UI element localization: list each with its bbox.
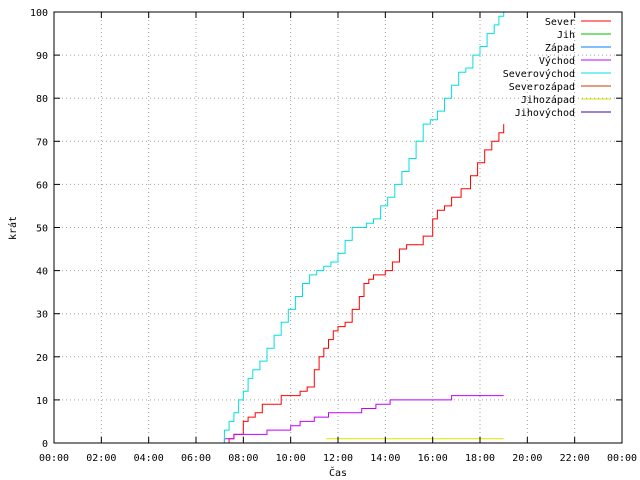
y-tick-label: 60 (36, 180, 48, 191)
y-tick-label: 90 (36, 51, 48, 62)
x-tick-label: 16:00 (418, 453, 448, 464)
legend-label: Jihozápad (521, 94, 575, 106)
legend-label: Východ (539, 55, 575, 67)
y-tick-label: 10 (36, 396, 48, 407)
x-tick-label: 20:00 (512, 453, 542, 464)
x-tick-label: 14:00 (370, 453, 400, 464)
x-tick-label: 02:00 (86, 453, 116, 464)
x-tick-label: 10:00 (276, 453, 306, 464)
y-tick-label: 20 (36, 353, 48, 364)
y-tick-label: 0 (42, 439, 48, 450)
legend-label: Severozápad (509, 81, 575, 93)
legend-label: Sever (545, 17, 575, 28)
legend-label: Severovýchod (503, 68, 575, 80)
y-tick-label: 100 (30, 8, 48, 19)
x-axis-label: Čas (329, 466, 347, 479)
y-tick-label: 30 (36, 310, 48, 321)
series-line-vychod (219, 395, 504, 444)
y-tick-label: 50 (36, 224, 48, 235)
x-tick-label: 22:00 (560, 453, 590, 464)
y-tick-label: 40 (36, 267, 48, 278)
x-tick-label: 08:00 (228, 453, 258, 464)
x-tick-label: 06:00 (181, 453, 211, 464)
legend-label: Jih (557, 30, 575, 41)
series-line-severovychod (219, 12, 505, 444)
y-axis-label: krát (7, 216, 19, 240)
legend-label: Západ (545, 42, 575, 54)
grid (54, 12, 622, 443)
x-tick-label: 12:00 (323, 453, 353, 464)
legend-label: Jihovýchod (515, 107, 575, 119)
x-axis-ticks: 00:00 02:00 04:00 06:00 08:00 10:00 12:00 14:00… (39, 12, 637, 464)
series-lines (219, 12, 505, 444)
y-axis-ticks: 0 10 20 30 40 50 60 70 80 90 100 (30, 8, 622, 450)
x-tick-label: 00:00 (39, 453, 69, 464)
series-line-sever (223, 124, 505, 444)
y-tick-label: 70 (36, 137, 48, 148)
y-tick-label: 80 (36, 94, 48, 105)
x-tick-label: 18:00 (465, 453, 495, 464)
x-tick-label: 04:00 (134, 453, 164, 464)
legend: Sever JihZápadVýchodSeverovýchodSeverozáp… (503, 17, 611, 119)
x-tick-label: 00:00 (607, 453, 637, 464)
